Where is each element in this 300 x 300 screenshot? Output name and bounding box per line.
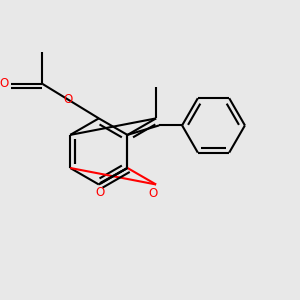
Text: O: O xyxy=(96,186,105,199)
Text: O: O xyxy=(148,187,158,200)
Text: O: O xyxy=(63,93,72,106)
Text: O: O xyxy=(0,77,8,90)
